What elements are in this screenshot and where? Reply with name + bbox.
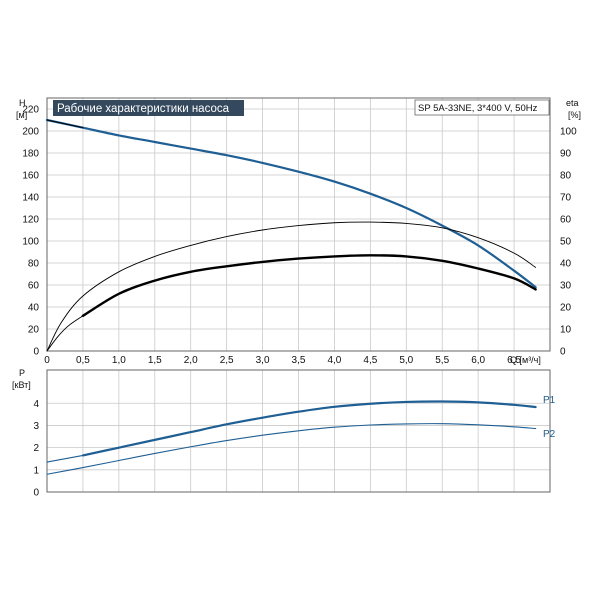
head-tick-label: 180 [22,149,39,160]
x-tick-label: 4,0 [327,355,341,366]
head-tick-label: 60 [28,281,40,292]
p2-series-label: P2 [543,429,556,440]
head-axis-unit: [м] [16,110,27,120]
eta-axis-unit: [%] [568,110,581,120]
x-tick-label: 1,5 [148,355,162,366]
p2-curve [46,423,537,475]
chart-title: Рабочие характеристики насоса [57,103,230,115]
power-axis-unit: [кВт] [12,380,31,390]
eta-axis-tick-labels: 0 10 20 30 40 50 60 70 80 90 100 [560,127,577,358]
eta-axis-label: eta [566,98,579,108]
eta-tick-label: 30 [560,281,572,292]
x-tick-label: 3,5 [292,355,306,366]
head-chart-grid [47,98,550,351]
eta-tick-label: 0 [560,347,566,358]
eta-tick-label: 70 [560,193,572,204]
head-tick-label: 100 [22,237,39,248]
x-tick-label: 6,0 [471,355,485,366]
eta-tick-label: 10 [560,325,572,336]
x-tick-label: 6,5 [507,355,521,366]
head-tick-label: 20 [28,325,40,336]
head-tick-label: 120 [22,215,39,226]
head-tick-label: 40 [28,303,40,314]
power-axis-tick-labels: 0 1 2 3 4 [33,399,39,499]
x-tick-label: 1,0 [112,355,126,366]
flow-axis-label: Q [м³/ч] [510,355,541,365]
x-tick-label: 5,5 [435,355,449,366]
power-chart-frame [46,369,551,493]
head-tick-label: 0 [33,347,39,358]
head-chart-frame [46,97,551,352]
x-tick-label: 3,0 [256,355,270,366]
x-tick-label: 0 [44,355,50,366]
eta_total_extension-curve [46,315,84,352]
head-chart-series [45,118,537,352]
chart-title-background [53,100,244,116]
eta-tick-label: 50 [560,237,572,248]
head-tick-label: 80 [28,259,40,270]
x-tick-label: 2,0 [184,355,198,366]
x-axis-tick-labels: 0 0,5 1,0 1,5 2,0 2,5 3,0 3,5 4,0 4,5 5,0 5,5 6,0 6,5 [44,355,521,366]
p1_extension-curve [46,454,84,463]
power-axis-label: P [19,368,25,378]
eta-tick-label: 100 [560,127,577,138]
power-chart-series [46,400,537,475]
head-axis-tick-labels: 0 20 40 60 80 100 120 140 160 180 200 220 [22,105,39,358]
eta-tick-label: 40 [560,259,572,270]
p1-series-label: P1 [543,395,556,406]
model-label-box [414,99,550,116]
eta-tick-label: 80 [560,171,572,182]
x-tick-label: 4,5 [363,355,377,366]
x-tick-label: 0,5 [76,355,90,366]
head-tick-label: 200 [22,127,39,138]
power-tick-label: 4 [33,399,39,410]
x-tick-label: 5,0 [399,355,413,366]
head-tick-label: 140 [22,193,39,204]
eta-tick-label: 90 [560,149,572,160]
x-tick-label: 2,5 [220,355,234,366]
eta_total-curve [81,254,537,317]
head_extension-curve [46,119,84,129]
power-tick-label: 0 [33,488,39,499]
power-tick-label: 3 [33,421,39,432]
eta-tick-label: 60 [560,215,572,226]
eta-tick-label: 20 [560,303,572,314]
p1-curve [81,400,537,457]
power-tick-label: 2 [33,443,39,454]
head-tick-label: 160 [22,171,39,182]
eta-curve [46,221,537,352]
head-curve [45,118,537,289]
power-tick-label: 1 [33,465,39,476]
head-tick-label: 220 [22,105,39,116]
model-label: SP 5A-33NE, 3*400 V, 50Hz [418,103,538,114]
head-axis-label: H [19,98,26,108]
